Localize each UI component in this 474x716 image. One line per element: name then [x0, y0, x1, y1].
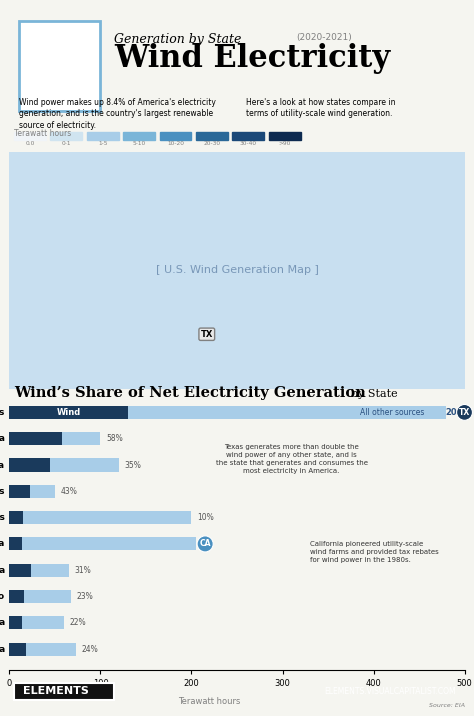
Bar: [9, 406, 447, 419]
Bar: [269, 132, 301, 140]
Text: Oklahoma: Oklahoma: [0, 460, 5, 470]
Bar: [9, 537, 196, 551]
Text: 7%: 7%: [201, 539, 213, 548]
Text: (2020-2021): (2020-2021): [296, 33, 352, 42]
Text: 35%: 35%: [124, 460, 141, 470]
Bar: [9, 616, 64, 629]
Bar: [123, 132, 155, 140]
Bar: [9, 432, 62, 445]
Text: Minnesota: Minnesota: [0, 619, 5, 627]
Bar: [9, 511, 23, 524]
Text: 58%: 58%: [106, 434, 123, 443]
Bar: [9, 642, 76, 656]
Text: Wind power makes up 8.4% of America's electricity
generation, and is the country: Wind power makes up 8.4% of America's el…: [18, 97, 216, 130]
Bar: [9, 563, 31, 577]
Bar: [9, 432, 100, 445]
Text: 24%: 24%: [82, 644, 98, 654]
Bar: [14, 132, 46, 140]
Text: ELEMENTS.VISUALCAPITALIST.COM: ELEMENTS.VISUALCAPITALIST.COM: [324, 687, 456, 696]
Bar: [9, 537, 22, 551]
Text: North Dakota: North Dakota: [0, 566, 5, 575]
FancyBboxPatch shape: [14, 682, 114, 700]
Text: 31%: 31%: [74, 566, 91, 575]
Text: Iowa: Iowa: [0, 434, 5, 443]
Bar: [9, 590, 72, 603]
Text: Illinois: Illinois: [0, 513, 5, 522]
Bar: [9, 406, 128, 419]
Text: 5-10: 5-10: [133, 141, 146, 146]
Bar: [9, 458, 119, 472]
Text: 1-5: 1-5: [98, 141, 108, 146]
Text: Texas: Texas: [0, 408, 5, 417]
Bar: [9, 642, 26, 656]
Bar: [9, 485, 55, 498]
Bar: [9, 485, 29, 498]
FancyBboxPatch shape: [9, 152, 465, 389]
Bar: [9, 616, 22, 629]
Text: Source: EIA: Source: EIA: [428, 702, 465, 707]
Bar: [232, 132, 264, 140]
Text: California pioneered utility-scale
wind farms and provided tax rebates
for wind : California pioneered utility-scale wind …: [310, 541, 438, 563]
Bar: [160, 132, 191, 140]
Text: TX: TX: [459, 408, 470, 417]
Text: California: California: [0, 539, 5, 548]
Text: Nebraska: Nebraska: [0, 644, 5, 654]
Text: 10%: 10%: [197, 513, 214, 522]
Text: Generation by State: Generation by State: [114, 33, 242, 46]
Text: TX: TX: [201, 330, 213, 339]
X-axis label: Terawatt hours: Terawatt hours: [179, 697, 241, 706]
Text: Wind: Wind: [56, 408, 81, 417]
Text: Wind Electricity: Wind Electricity: [114, 43, 390, 74]
Text: 10-20: 10-20: [167, 141, 184, 146]
Text: 0-1: 0-1: [62, 141, 71, 146]
Bar: [196, 132, 228, 140]
Text: >90: >90: [279, 141, 291, 146]
FancyBboxPatch shape: [18, 21, 100, 111]
Bar: [50, 132, 82, 140]
Text: Terawatt hours: Terawatt hours: [14, 129, 71, 137]
Text: 43%: 43%: [61, 487, 77, 495]
Text: Texas generates more than double the
wind power of any other state, and is
the s: Texas generates more than double the win…: [216, 444, 368, 474]
Text: 22%: 22%: [70, 619, 86, 627]
Text: 20%: 20%: [446, 408, 465, 417]
Text: [ U.S. Wind Generation Map ]: [ U.S. Wind Generation Map ]: [155, 266, 319, 276]
Text: Wind’s Share of Net Electricity Generation: Wind’s Share of Net Electricity Generati…: [14, 387, 366, 400]
Text: 0.0: 0.0: [25, 141, 35, 146]
Text: CA: CA: [200, 539, 211, 548]
Bar: [9, 590, 24, 603]
Bar: [87, 132, 118, 140]
Text: 23%: 23%: [77, 592, 93, 601]
Text: 30-40: 30-40: [240, 141, 257, 146]
Bar: [9, 458, 49, 472]
Bar: [9, 511, 191, 524]
Text: All other sources: All other sources: [359, 408, 424, 417]
Text: 20-30: 20-30: [203, 141, 220, 146]
Text: Colorado: Colorado: [0, 592, 5, 601]
Text: Kansas: Kansas: [0, 487, 5, 495]
Text: Here's a look at how states compare in
terms of utility-scale wind generation.: Here's a look at how states compare in t…: [246, 97, 396, 118]
Text: ELEMENTS: ELEMENTS: [23, 686, 89, 696]
Bar: [9, 563, 69, 577]
Text: by State: by State: [351, 390, 397, 400]
